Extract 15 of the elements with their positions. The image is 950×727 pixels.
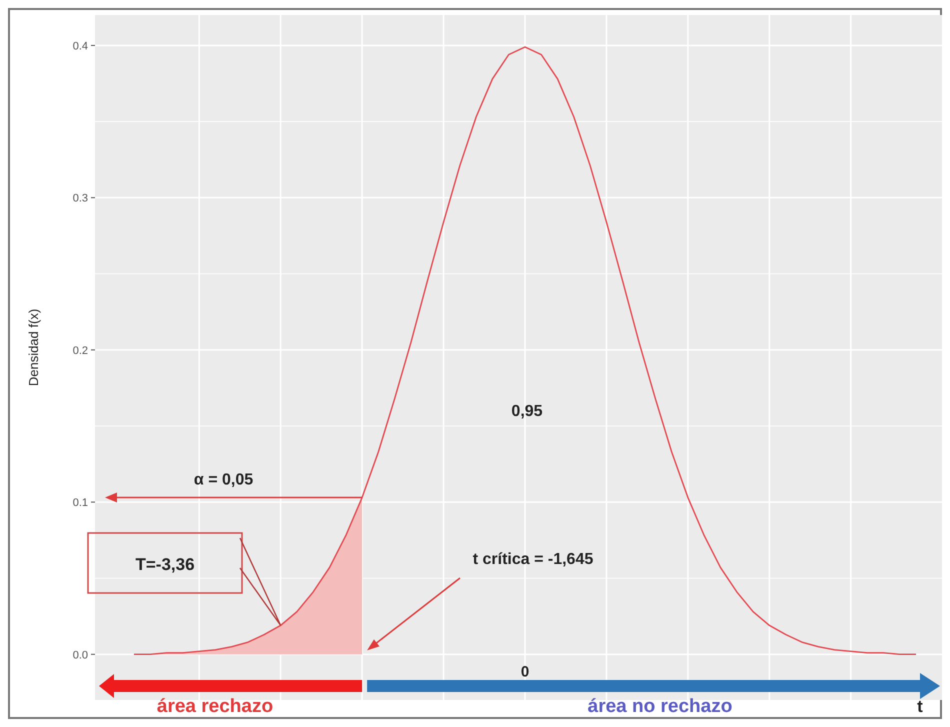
y-tick-label: 0.1	[72, 497, 88, 510]
y-tick-label: 0.4	[72, 40, 88, 52]
y-tick-label: 0.3	[72, 192, 88, 205]
y-axis-title: Densidad f(x)	[26, 308, 41, 386]
annotation: área rechazo	[156, 696, 274, 717]
annotation: t crítica = -1,645	[472, 551, 594, 568]
line-series	[133, 46, 917, 656]
y-tick-label: 0.0	[72, 649, 88, 662]
annotation: 0	[520, 663, 530, 680]
annotation: área no rechazo	[588, 696, 732, 717]
annotation: 0,95	[511, 403, 543, 420]
y-tick-label: 0.2	[72, 344, 88, 357]
annotation: α = 0,05	[194, 472, 254, 489]
annotation: T=-3,36	[135, 555, 195, 574]
annotation: t	[917, 697, 924, 716]
